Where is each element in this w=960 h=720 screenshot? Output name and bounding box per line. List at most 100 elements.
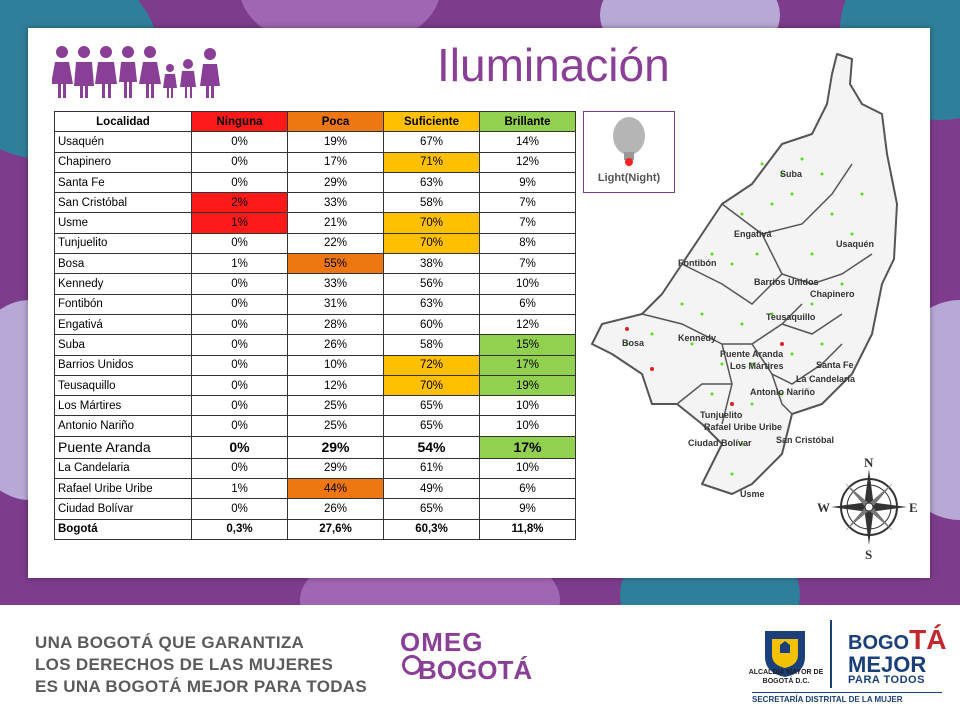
cell-name: Usaquén xyxy=(54,131,192,153)
slogan-line-3: ES UNA BOGOTÁ MEJOR PARA TODAS xyxy=(35,677,368,696)
map-label-chapinero: Chapinero xyxy=(810,289,855,299)
cell-poca: 55% xyxy=(287,253,384,275)
map-label-barrios-unidos: Barrios Unidos xyxy=(754,277,819,287)
table-row: Suba 0% 26% 58% 15% xyxy=(54,334,576,356)
cell-brillante: 6% xyxy=(479,478,576,500)
map-light-dots xyxy=(625,157,864,476)
footer-slogan: UNA BOGOTÁ QUE GARANTIZA LOS DERECHOS DE… xyxy=(35,632,367,698)
cell-poca: 27,6% xyxy=(287,518,384,540)
cell-brillante: 17% xyxy=(479,435,576,459)
table-row-total: Bogotá 0,3% 27,6% 60,3% 11,8% xyxy=(54,518,576,540)
cell-poca: 28% xyxy=(287,313,384,336)
cell-poca: 33% xyxy=(287,192,384,214)
compass-w: W xyxy=(817,500,830,515)
para-todos-label: PARA TODOS xyxy=(848,674,925,686)
map-label-santa-fe: Santa Fe xyxy=(816,360,854,370)
cell-brillante: 12% xyxy=(479,313,576,336)
mejor-label: MEJOR xyxy=(848,652,927,677)
header-brillante: Brillante xyxy=(479,110,576,133)
cell-name: Fontibón xyxy=(54,293,192,315)
cell-brillante: 7% xyxy=(479,212,576,234)
cell-ninguna: 0% xyxy=(191,374,288,397)
bogota-mejor-logo: BOGOTÁ xyxy=(848,624,946,656)
cell-suficiente: 58% xyxy=(383,334,480,356)
compass-e: E xyxy=(909,500,918,515)
cell-ninguna: 0% xyxy=(191,457,288,480)
cell-poca: 44% xyxy=(287,478,384,500)
cell-ninguna: 1% xyxy=(191,478,288,500)
cell-poca: 31% xyxy=(287,293,384,315)
cell-poca: 17% xyxy=(287,151,384,173)
map-label-antonio-narino: Antonio Nariño xyxy=(750,387,815,397)
omeg-logo: OMEG BOGOTÁ xyxy=(400,627,532,687)
table-row: La Candelaria 0% 29% 61% 10% xyxy=(54,457,576,480)
table-row: Antonio Nariño 0% 25% 65% 10% xyxy=(54,415,576,437)
cell-ninguna: 1% xyxy=(191,212,288,234)
cell-ninguna: 0% xyxy=(191,334,288,356)
cell-poca: 25% xyxy=(287,395,384,417)
lightbulb-icon xyxy=(613,117,645,166)
legend-label: Light(Night) xyxy=(597,172,661,184)
cell-suficiente: 70% xyxy=(383,212,480,234)
header-poca: Poca xyxy=(287,110,384,133)
cell-suficiente: 67% xyxy=(383,131,480,153)
cell-suficiente: 60% xyxy=(383,313,480,336)
slogan-line-1: UNA BOGOTÁ QUE GARANTIZA xyxy=(35,633,305,652)
table-row: Barrios Unidos 0% 10% 72% 17% xyxy=(54,354,576,376)
cell-suficiente: 65% xyxy=(383,415,480,437)
cell-suficiente: 72% xyxy=(383,354,480,376)
cell-poca: 29% xyxy=(287,457,384,480)
cell-brillante: 12% xyxy=(479,151,576,173)
cell-brillante: 14% xyxy=(479,131,576,153)
cell-suficiente: 65% xyxy=(383,395,480,417)
cell-name: Chapinero xyxy=(54,151,192,173)
cell-brillante: 17% xyxy=(479,354,576,376)
cell-ninguna: 0% xyxy=(191,151,288,173)
cell-poca: 29% xyxy=(287,435,384,459)
cell-ninguna: 0% xyxy=(191,171,288,194)
cell-suficiente: 70% xyxy=(383,374,480,397)
cell-suficiente: 60,3% xyxy=(383,518,480,540)
table-row: Ciudad Bolívar 0% 26% 65% 9% xyxy=(54,498,576,520)
compass-rose-icon: N S E W xyxy=(817,455,918,562)
table-row: Usme 1% 21% 70% 7% xyxy=(54,212,576,234)
table-row: Kennedy 0% 33% 56% 10% xyxy=(54,273,576,295)
table-row: San Cristóbal 2% 33% 58% 7% xyxy=(54,192,576,214)
cell-name: La Candelaria xyxy=(54,457,192,480)
table-row-highlighted: Puente Aranda 0% 29% 54% 17% xyxy=(54,435,576,459)
table-row: Usaquén 0% 19% 67% 14% xyxy=(54,131,576,153)
cell-ninguna: 0% xyxy=(191,313,288,336)
cell-poca: 21% xyxy=(287,212,384,234)
compass-s: S xyxy=(865,547,872,562)
table-header-row: Localidad Ninguna Poca Suficiente Brilla… xyxy=(54,110,576,133)
map-dark-dots xyxy=(625,327,784,406)
cell-name: Kennedy xyxy=(54,273,192,295)
bogota-prefix: BOGO xyxy=(848,632,910,654)
cell-ninguna: 0% xyxy=(191,273,288,295)
cell-suficiente: 58% xyxy=(383,192,480,214)
cell-brillante: 19% xyxy=(479,374,576,397)
table-row: Santa Fe 0% 29% 63% 9% xyxy=(54,171,576,194)
cell-suficiente: 70% xyxy=(383,232,480,255)
cell-ninguna: 0,3% xyxy=(191,518,288,540)
cell-name: Puente Aranda xyxy=(54,435,192,459)
bogota-accent: TÁ xyxy=(909,624,947,655)
cell-ninguna: 0% xyxy=(191,354,288,376)
cell-poca: 26% xyxy=(287,334,384,356)
cell-brillante: 10% xyxy=(479,415,576,437)
cell-ninguna: 0% xyxy=(191,395,288,417)
bogota-map: Suba Engativá Usaquén Fontibón Barrios U… xyxy=(591,53,898,499)
cell-name: Ciudad Bolívar xyxy=(54,498,192,520)
table-row: Los Mártires 0% 25% 65% 10% xyxy=(54,395,576,417)
cell-brillante: 6% xyxy=(479,293,576,315)
table-row: Engativá 0% 28% 60% 12% xyxy=(54,313,576,336)
map-label-usaquen: Usaquén xyxy=(836,239,874,249)
secretaria-label: SECRETARÍA DISTRITAL DE LA MUJER xyxy=(752,692,942,704)
map-label-puente-aranda: Puente Aranda xyxy=(720,349,784,359)
map-label-san-cristobal: San Cristóbal xyxy=(776,435,834,445)
lighting-table: Localidad Ninguna Poca Suficiente Brilla… xyxy=(54,110,576,540)
cell-ninguna: 0% xyxy=(191,415,288,437)
cell-brillante: 10% xyxy=(479,395,576,417)
slogan-line-2: LOS DERECHOS DE LAS MUJERES xyxy=(35,655,334,674)
cell-name: Los Mártires xyxy=(54,395,192,417)
